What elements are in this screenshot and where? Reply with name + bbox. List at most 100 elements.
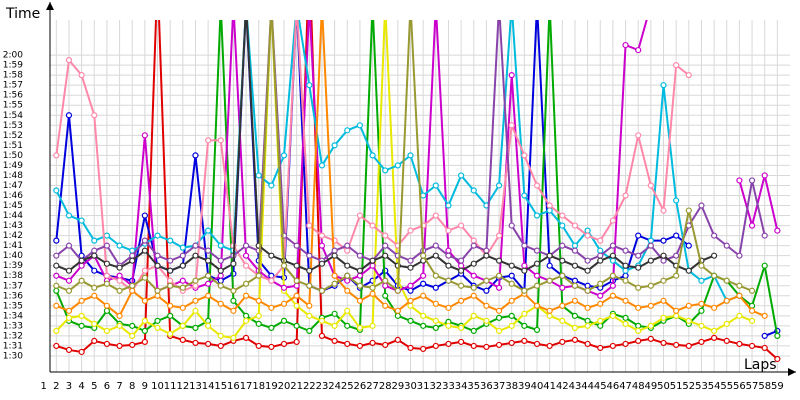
data-point [382,302,389,309]
data-point [369,262,376,269]
data-point [78,348,85,356]
data-point [445,340,452,348]
data-point [748,177,756,184]
x-tick-label: 52 [682,381,695,392]
data-point [306,222,313,229]
data-point [356,212,364,219]
data-point [420,292,427,299]
data-point [280,262,288,269]
data-point [91,337,98,345]
x-tick-label: 55 [720,381,733,392]
x-tick-label: 27 [366,381,379,392]
data-point [470,312,477,319]
data-point [293,322,300,329]
y-tick-label: 1:30 [3,351,23,361]
y-tick-label: 1:50 [3,151,23,161]
data-point [597,300,604,307]
data-point [622,192,629,199]
data-point [495,341,503,349]
x-tick-label: 41 [543,381,556,392]
x-tick-label: 11 [164,381,177,392]
data-point [420,192,427,199]
data-point [660,314,667,321]
data-point [497,2,502,7]
data-point [495,257,503,264]
y-tick-label: 1:44 [3,211,23,221]
y-tick-label: 1:51 [3,141,23,151]
data-point [533,182,541,189]
data-point [622,297,629,304]
data-point [584,317,591,324]
data-point [609,252,617,259]
data-point [217,267,224,274]
y-tick-label: 1:43 [3,221,23,231]
data-point [205,247,212,254]
data-point [331,252,338,259]
x-tick-label: 4 [78,381,84,392]
data-point [470,292,477,299]
x-tick-label: 8 [129,381,135,392]
data-point [546,307,553,314]
data-point [244,2,249,7]
data-point [280,284,288,291]
data-point [508,312,515,319]
data-point [269,2,274,7]
data-point [154,232,161,239]
data-point [483,302,490,309]
data-point [217,332,224,339]
data-point [65,277,73,284]
data-point [495,272,503,279]
data-point [736,312,743,319]
data-point [217,282,224,289]
data-point [293,242,300,249]
data-point [318,317,326,324]
data-point [306,267,313,274]
data-point [230,287,237,294]
data-point [217,257,224,264]
data-point [53,252,60,259]
data-point [53,282,60,289]
data-point [141,327,148,334]
data-point [723,297,730,304]
data-point [103,302,111,309]
data-point [205,227,212,234]
data-point [344,272,351,279]
data-point [141,212,148,219]
data-point [571,222,579,229]
y-tick-label: 1:45 [3,201,23,211]
data-point [533,326,541,333]
data-point [91,320,98,327]
data-point [584,340,591,348]
data-point [521,242,528,249]
data-point [331,247,338,254]
data-point [344,277,351,284]
data-point [408,2,413,7]
data-point [635,304,642,311]
data-point [761,344,768,352]
data-point [205,272,212,279]
data-point [660,277,667,284]
data-point [141,247,148,254]
data-point [383,2,388,7]
plot-area [53,2,781,363]
data-point [571,336,579,344]
data-point [609,312,617,319]
data-point [458,262,465,269]
data-point [546,342,553,350]
data-point [129,332,136,339]
data-point [116,312,123,319]
data-point [698,307,705,314]
data-point [647,282,654,289]
data-point [179,252,186,259]
data-point [141,317,148,324]
data-point [129,257,136,264]
x-tick-label: 1 [40,381,46,392]
data-point [103,272,111,279]
data-point [293,262,300,269]
y-tick-label: 1:42 [3,231,23,241]
data-point [407,297,414,304]
data-point [103,232,111,239]
x-tick-label: 19 [265,381,278,392]
data-point [407,282,414,289]
data-point [154,252,161,259]
